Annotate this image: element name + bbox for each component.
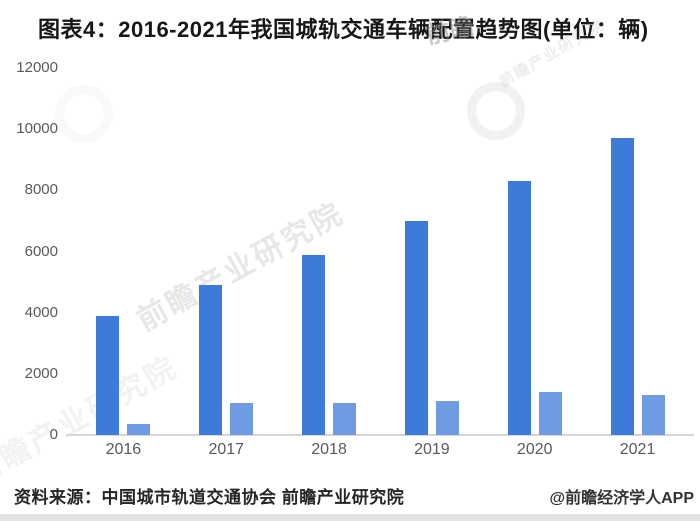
x-axis-tick-label: 2019 [414,441,450,458]
y-axis-tick-label: 4000 [24,303,58,321]
y-axis-tick-label: 2000 [24,364,58,382]
bar-series-2-2021 [641,395,665,435]
y-axis-tick-label: 8000 [24,181,58,199]
footer: 资料来源：中国城市轨道交通协会 前瞻产业研究院 @前瞻经济学人APP [14,483,694,508]
x-axis-tick-label: 2021 [619,441,656,458]
bar-group-2021 [586,68,689,435]
bar-group-2018 [278,68,381,435]
bar-group-2020 [483,68,586,435]
bar-series-1-2016 [96,315,120,435]
bar-group-2019 [380,68,483,435]
bar-group-2017 [175,68,278,435]
x-axis: 2016 2017 2018 2019 2020 2021 [72,441,689,459]
bar-series-2-2020 [538,392,562,435]
x-axis-tick-label: 2020 [516,441,553,458]
x-axis-tick-label: 2016 [105,441,142,458]
x-axis-line [66,434,694,436]
plot-area [72,68,689,435]
bar-series-2-2016 [127,424,151,435]
bar-series-1-2021 [610,138,634,435]
x-axis-tick-label: 2018 [311,441,347,458]
bottom-border [0,514,700,521]
source-text: 资料来源：中国城市轨道交通协会 前瞻产业研究院 [14,488,405,507]
y-axis-tick-label: 10000 [16,120,58,138]
bar-series-2-2017 [230,402,254,435]
chart-title: 图表4：2016-2021年我国城轨交通车辆配置趋势图(单位：辆) [38,17,649,42]
bar-series-2-2019 [435,401,459,435]
y-axis-tick-label: 12000 [16,59,58,76]
bar-group-2016 [72,68,175,435]
bar-series-2-2018 [333,402,357,435]
y-axis-tick-label: 0 [49,426,58,443]
y-axis-tick-label: 6000 [24,242,58,260]
bar-series-1-2020 [507,181,531,435]
bar-series-1-2019 [404,220,428,435]
x-axis-tick-label: 2017 [208,441,245,458]
credit-text: @前瞻经济学人APP [549,490,694,507]
bar-series-1-2018 [302,254,326,435]
bar-series-1-2017 [199,285,223,435]
